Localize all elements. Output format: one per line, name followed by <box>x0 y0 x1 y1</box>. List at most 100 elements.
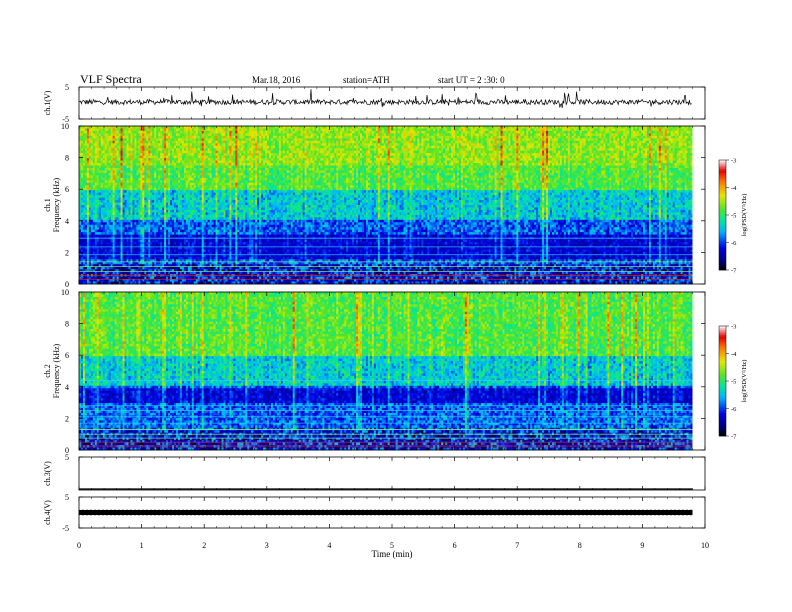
spectrogram-cell <box>516 133 519 137</box>
spectrogram-cell <box>441 128 444 132</box>
spectrogram-cell <box>445 128 448 132</box>
spectrogram-cell <box>82 135 86 139</box>
spectrogram-cell <box>617 135 620 139</box>
spectrogram-cell <box>205 126 208 129</box>
spectrogram-cell <box>108 128 112 132</box>
spectrogram-cell <box>561 133 565 137</box>
spectrogram-cell <box>340 135 343 139</box>
spectrogram-cell <box>415 135 418 139</box>
spectrogram-cell <box>569 128 573 132</box>
spectrogram-cell <box>482 133 486 137</box>
start-time-label: start UT = 2 :30: 0 <box>438 75 505 85</box>
spectrogram-cell <box>437 133 440 137</box>
spectrogram-cell <box>284 138 288 142</box>
spectrogram-cell <box>563 130 567 134</box>
spectrogram-cell <box>433 133 436 137</box>
spectrogram-cell <box>637 130 640 134</box>
spectrogram-cell <box>383 126 387 129</box>
spectrogram-cell <box>227 126 230 129</box>
spectrogram-cell <box>581 126 584 129</box>
spectrogram-cell <box>399 126 402 129</box>
spectrogram-cell <box>98 133 102 137</box>
spectrogram-cell <box>280 133 284 137</box>
spectrogram-cell <box>205 130 208 134</box>
spectrogram-cell <box>637 133 640 137</box>
spectrogram-cell <box>276 138 280 142</box>
spectrogram-cell <box>589 130 592 134</box>
spectrogram-cell <box>542 126 545 129</box>
spectrogram-cell <box>567 126 571 129</box>
spectrogram-cell <box>623 135 626 139</box>
spectrogram-cell <box>619 126 622 129</box>
spectrogram-cell <box>308 128 311 132</box>
spectrogram-cell <box>191 128 195 132</box>
spectrogram-cell <box>427 135 430 139</box>
spectrogram-cell <box>623 133 626 137</box>
spectrogram-cell <box>336 126 339 129</box>
spectrogram-cell <box>633 126 636 129</box>
spectrogram-cell <box>148 128 151 132</box>
spectrogram-cell <box>615 128 618 132</box>
spectrogram-cell <box>294 135 298 139</box>
spectrogram-cell <box>544 135 547 139</box>
spectrogram-cell <box>623 128 626 132</box>
spectrogram-cell <box>534 133 537 137</box>
spectrogram-cell <box>431 135 434 139</box>
spectrogram-cell <box>221 128 224 132</box>
spectrogram-cell <box>286 138 290 142</box>
spectrogram-cell <box>435 133 438 137</box>
spectrogram-cell <box>88 138 92 142</box>
spectrogram-cell <box>510 126 513 129</box>
spectrogram-cell <box>104 133 108 137</box>
spectrogram-cell <box>96 138 100 142</box>
spectrogram-cell <box>354 133 357 137</box>
spectrogram-cell <box>195 130 199 134</box>
spectrogram-cell <box>613 130 616 134</box>
spectrogram-cell <box>577 135 581 139</box>
spectrogram-cell <box>272 135 276 139</box>
spectrogram-cell <box>379 135 383 139</box>
spectrogram-cell <box>324 126 327 129</box>
spectrogram-cell <box>191 126 195 129</box>
spectrogram-cell <box>142 130 145 134</box>
spectrogram-cell <box>555 126 559 129</box>
spectrogram-cell <box>508 126 511 129</box>
spectrogram-cell <box>506 135 509 139</box>
spectrogram-cell <box>648 128 652 132</box>
spectrogram-cell <box>100 128 104 132</box>
spectrogram-cell <box>338 138 341 142</box>
spectrogram-cell <box>179 128 183 132</box>
spectrogram-cell <box>350 133 353 137</box>
spectrogram-cell <box>409 133 412 137</box>
spectrogram-cell <box>348 130 351 134</box>
spectrogram-cell <box>522 130 525 134</box>
spectrogram-cell <box>326 128 329 132</box>
spectrogram-cell <box>134 126 137 129</box>
spectrogram-cell <box>227 135 230 139</box>
spectrogram-cell <box>379 128 383 132</box>
spectrogram-cell <box>526 126 529 129</box>
spectrogram-cell <box>502 133 505 137</box>
spectrogram-cell <box>288 133 292 137</box>
spectrogram-cell <box>292 133 296 137</box>
spectrogram-cell <box>482 130 486 134</box>
spectrogram-cell <box>215 135 218 139</box>
spectrogram-cell <box>395 130 398 134</box>
spectrogram-cell <box>233 128 236 132</box>
spectrogram-cell <box>540 126 543 129</box>
spectrogram-cell <box>559 130 563 134</box>
spectrogram-cell <box>429 126 432 129</box>
spectrogram-cell <box>468 128 472 132</box>
spectrogram-cell <box>239 138 242 142</box>
spectrogram-cell <box>102 135 106 139</box>
spectrogram-cell <box>433 126 436 129</box>
spectrogram-cell <box>221 133 224 137</box>
spectrogram-cell <box>261 133 264 137</box>
spectrogram-cell <box>433 135 436 139</box>
spectrogram-cell <box>282 138 286 142</box>
spectrogram-cell <box>561 126 565 129</box>
spectrogram-cell <box>419 135 422 139</box>
spectrogram-cell <box>261 128 264 132</box>
spectrogram-cell <box>191 135 195 139</box>
spectrogram-cell <box>391 135 395 139</box>
